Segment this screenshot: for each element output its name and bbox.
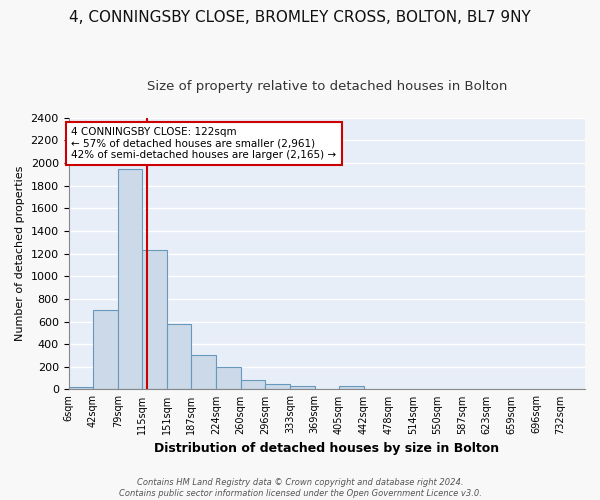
Bar	[290, 386, 314, 390]
Bar	[68, 386, 93, 390]
Bar	[241, 380, 265, 390]
Bar	[265, 384, 290, 390]
Bar	[118, 168, 142, 390]
X-axis label: Distribution of detached houses by size in Bolton: Distribution of detached houses by size …	[154, 442, 499, 455]
Title: Size of property relative to detached houses in Bolton: Size of property relative to detached ho…	[146, 80, 507, 93]
Bar	[216, 367, 241, 390]
Text: 4, CONNINGSBY CLOSE, BROMLEY CROSS, BOLTON, BL7 9NY: 4, CONNINGSBY CLOSE, BROMLEY CROSS, BOLT…	[69, 10, 531, 25]
Bar	[167, 324, 191, 390]
Text: 4 CONNINGSBY CLOSE: 122sqm
← 57% of detached houses are smaller (2,961)
42% of s: 4 CONNINGSBY CLOSE: 122sqm ← 57% of deta…	[71, 127, 337, 160]
Bar	[191, 356, 216, 390]
Bar	[93, 310, 118, 390]
Bar	[339, 386, 364, 390]
Y-axis label: Number of detached properties: Number of detached properties	[15, 166, 25, 342]
Text: Contains HM Land Registry data © Crown copyright and database right 2024.
Contai: Contains HM Land Registry data © Crown c…	[119, 478, 481, 498]
Bar	[142, 250, 167, 390]
